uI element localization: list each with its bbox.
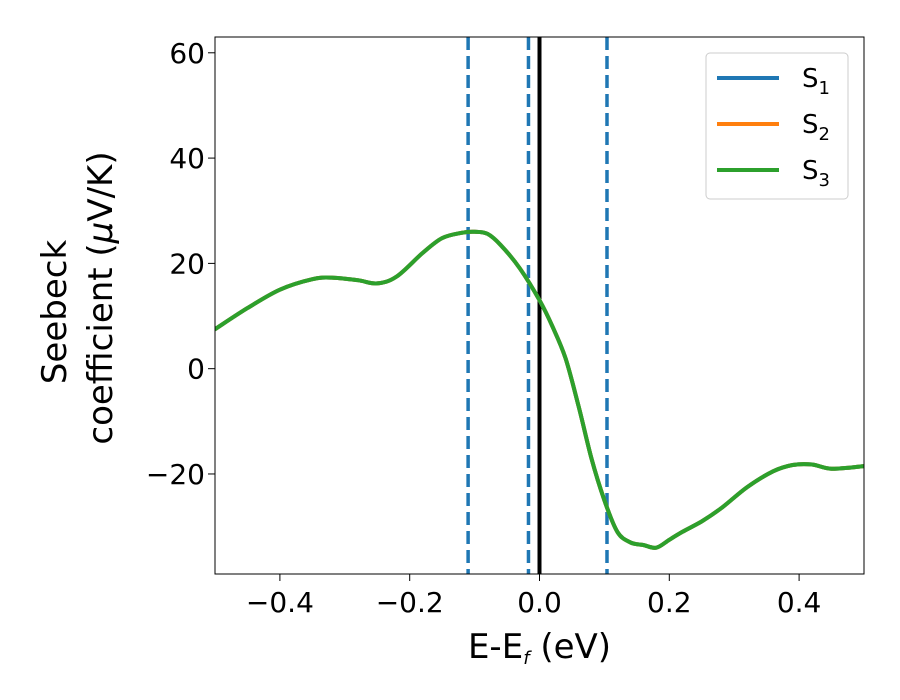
x-axis-label: E-Ef (eV) (468, 627, 611, 669)
x-tick-label: 0.0 (517, 586, 562, 619)
y-axis-label-mu: μ (81, 222, 121, 245)
y-axis-ticks: −20 0 20 40 60 (146, 37, 215, 491)
legend-label-s3: S3 (802, 156, 830, 191)
series-line-s3 (215, 229, 864, 550)
vertical-reference-lines (466, 37, 609, 574)
legend-label-s1: S1 (802, 64, 830, 99)
x-tick-label: 0.4 (777, 586, 822, 619)
y-tick-label: 40 (169, 142, 205, 175)
x-axis-label-unit: (eV) (530, 627, 612, 667)
x-tick-label: −0.2 (376, 586, 444, 619)
x-tick-label: −0.4 (246, 586, 314, 619)
x-axis-label-main: E-E (468, 627, 523, 667)
y-axis-label: Seebeck coefficient (μV/K) (35, 151, 121, 444)
y-tick-label: 0 (187, 353, 205, 386)
series-lines (215, 229, 864, 550)
legend: S1 S2 S3 (705, 52, 849, 200)
legend-label-s2: S2 (802, 110, 830, 145)
y-axis-label-line1: Seebeck (35, 240, 75, 385)
x-tick-label: 0.2 (647, 586, 692, 619)
y-tick-label: −20 (146, 458, 205, 491)
x-axis-ticks: −0.4 −0.2 0.0 0.2 0.4 (246, 574, 821, 619)
y-axis-label-line2: coefficient (μV/K) (81, 151, 121, 444)
y-tick-label: 60 (169, 37, 205, 70)
x-axis-label-sub: f (523, 648, 532, 669)
y-axis-label-text: coefficient ( (81, 243, 121, 444)
y-tick-label: 20 (169, 247, 205, 280)
y-axis-label-unit: V/K) (81, 151, 121, 221)
